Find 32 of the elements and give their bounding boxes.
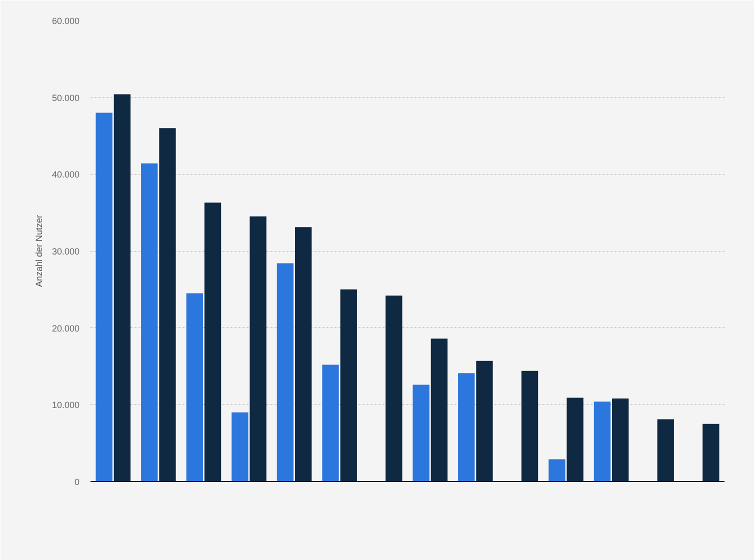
bar [250,216,266,482]
y-tick-label: 20.000 [52,323,80,334]
bar [657,419,674,482]
bar [412,384,430,482]
bar [114,94,131,482]
bar [232,412,248,482]
bar [322,364,339,482]
bar [458,373,475,482]
bar [340,289,357,482]
bar [186,293,203,482]
bar [594,402,611,482]
bar [702,424,720,482]
bar [159,128,176,482]
y-tick-label: 50.000 [52,92,80,103]
y-tick-label: 40.000 [52,170,80,180]
y-tick-label: 0 [74,477,80,487]
bar [476,360,493,482]
bar [276,263,294,482]
y-tick-label: 30.000 [52,246,80,256]
bar [96,112,112,482]
bar [204,202,222,482]
y-axis-title: Anzahl der Nutzer [34,214,44,288]
bar [386,296,402,482]
y-tick-label: 10.000 [52,400,80,410]
bar [612,398,629,482]
bar [548,459,566,482]
bar [521,370,538,482]
bar [141,163,158,482]
bar [566,398,584,482]
bar [295,227,312,482]
y-tick-label: 60.000 [52,16,80,26]
bar [430,338,448,482]
